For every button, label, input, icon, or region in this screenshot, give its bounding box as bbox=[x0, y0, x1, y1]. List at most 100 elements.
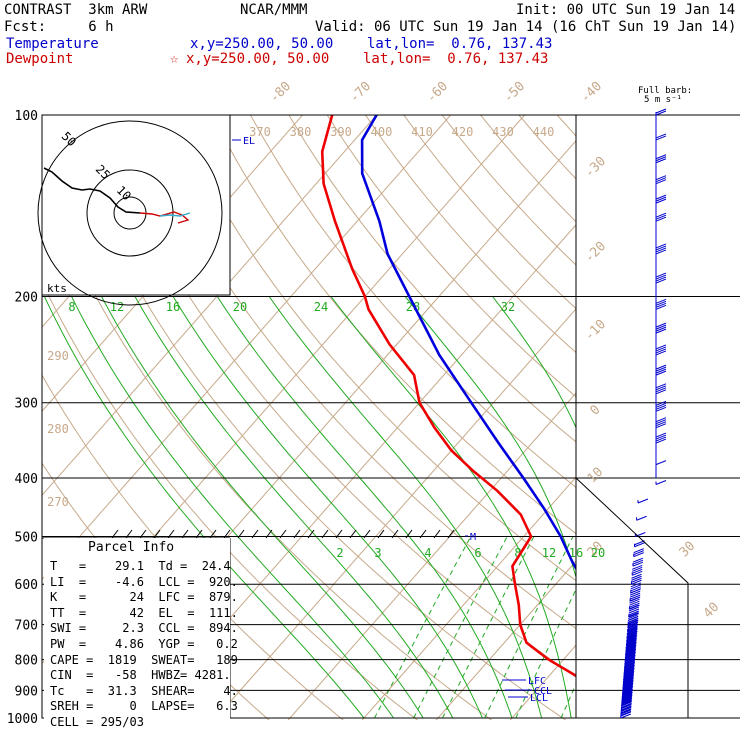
wind-barb-flag bbox=[629, 604, 640, 610]
wind-barb-flag bbox=[625, 656, 636, 662]
wind-barb-flag bbox=[655, 346, 667, 352]
wind-barb-flag bbox=[624, 668, 635, 674]
wind-barb-flag bbox=[655, 154, 667, 160]
wind-barb-flag bbox=[655, 368, 667, 374]
wind-barb-flag bbox=[655, 344, 667, 350]
wind-barb-flag bbox=[632, 570, 643, 576]
wind-barb-flag bbox=[632, 561, 644, 567]
wind-barb bbox=[634, 540, 645, 548]
wind-barb-flag bbox=[629, 602, 640, 608]
wind-barb-flag bbox=[655, 421, 667, 427]
wind-barb-flag bbox=[655, 196, 667, 202]
wind-barb-flag bbox=[622, 692, 633, 698]
wind-barb-flag bbox=[621, 696, 632, 702]
wind-barb-flag bbox=[627, 621, 639, 627]
parcel-info-row: TT = 42 EL = 111. bbox=[50, 605, 238, 620]
hatch-mark bbox=[293, 529, 301, 539]
wind-barb-flag bbox=[655, 404, 667, 410]
wind-barb-flag bbox=[637, 498, 649, 504]
isotherm-label: -10 bbox=[582, 317, 609, 344]
wind-barb-flag bbox=[624, 663, 635, 669]
wind-barb bbox=[620, 704, 632, 714]
level-marker-label: CCL bbox=[534, 686, 552, 697]
dry-adiabat-line bbox=[58, 115, 567, 720]
pressure-tick-label: 900 bbox=[15, 684, 38, 699]
wind-barb-flag bbox=[628, 610, 640, 616]
theta-label: 430 bbox=[492, 125, 514, 139]
isotherm-label: -30 bbox=[582, 154, 609, 181]
hodograph-trace-lower bbox=[139, 211, 190, 224]
dry-adiabat-line bbox=[596, 115, 740, 731]
wind-barb-flag bbox=[625, 655, 636, 661]
wind-barb bbox=[625, 640, 637, 654]
wind-barb-flag bbox=[655, 272, 667, 278]
wind-barb bbox=[631, 564, 643, 576]
wind-barb-flag bbox=[626, 632, 638, 638]
hatch-mark bbox=[391, 529, 399, 539]
wind-barb-flag bbox=[655, 389, 667, 395]
wind-barb-flag bbox=[626, 635, 637, 641]
wind-barb-flag bbox=[621, 703, 632, 709]
wind-barb-flag bbox=[622, 687, 633, 693]
parcel-info-rows: T = 29.1 Td = 24.4 LI = -4.6 LCL = 920. K … bbox=[50, 559, 238, 731]
moist-adiabat-label: 16 bbox=[166, 300, 180, 314]
parcel-info-row: Tc = 31.3 SHEAR= 4. bbox=[50, 683, 238, 698]
wind-barb-flag bbox=[624, 666, 635, 672]
parcel-info-row: SWI = 2.3 CCL = 894. bbox=[50, 621, 238, 636]
hatch-mark bbox=[321, 529, 329, 539]
wind-barb-flag bbox=[655, 417, 667, 423]
hatch-mark bbox=[181, 529, 189, 539]
isotherm-label: 30 bbox=[677, 539, 699, 561]
barb-legend-line2: 5 m s⁻¹ bbox=[644, 95, 682, 105]
barb-legend-line1: Full barb: bbox=[638, 86, 693, 96]
wind-barb-flag bbox=[624, 662, 635, 668]
wind-barb-flag bbox=[622, 694, 633, 700]
wind-barb-flag bbox=[628, 608, 640, 614]
hodograph-trace-boundary bbox=[159, 212, 191, 217]
wind-barb bbox=[655, 417, 667, 429]
hatch-mark bbox=[405, 529, 413, 539]
pressure-tick-label: 500 bbox=[15, 530, 38, 545]
wind-barb bbox=[626, 630, 638, 644]
wind-barb-flag bbox=[627, 627, 638, 633]
hatch-mark bbox=[279, 529, 287, 539]
wind-barb-flag bbox=[655, 245, 667, 251]
wind-barb-flag bbox=[625, 642, 637, 648]
wind-barb-flag bbox=[620, 708, 632, 714]
wind-barb-flag bbox=[626, 636, 638, 642]
wind-barb-flag bbox=[624, 670, 635, 676]
mixing-ratio-label: 4 bbox=[424, 546, 431, 560]
hatch-mark bbox=[363, 529, 371, 539]
wind-barb-flag bbox=[621, 694, 633, 700]
wind-barb bbox=[631, 573, 642, 585]
theta-label: 370 bbox=[249, 125, 271, 139]
wind-barb-flag bbox=[625, 640, 637, 646]
wind-barb-flag bbox=[625, 647, 636, 653]
wind-barb-flag bbox=[655, 370, 667, 376]
wind-barb-flag bbox=[655, 276, 667, 282]
isotherm-label: -40 bbox=[578, 79, 605, 106]
wind-barb-flag bbox=[655, 133, 667, 139]
wind-barb bbox=[655, 272, 667, 284]
wind-barb-flag bbox=[655, 179, 667, 185]
wind-barb bbox=[655, 243, 667, 255]
temperature-profile-line bbox=[360, 115, 576, 571]
wind-barb bbox=[626, 626, 638, 640]
temperature-label: Temperature bbox=[6, 36, 99, 52]
wind-barb-flag bbox=[655, 198, 667, 204]
isotherm-label: -50 bbox=[501, 79, 528, 106]
wind-barb-flag bbox=[625, 654, 636, 660]
parcel-info-row: SREH = 0 LAPSE= 6.3 bbox=[50, 699, 238, 714]
mixing-ratio-label: 2 bbox=[336, 546, 343, 560]
wind-barb-flag bbox=[623, 670, 635, 675]
wind-barb-flag bbox=[625, 651, 636, 657]
wind-barb-flag bbox=[629, 598, 640, 604]
wind-barb-flag bbox=[626, 626, 638, 632]
wind-barb-flag bbox=[624, 665, 635, 671]
wind-barb-flag bbox=[623, 672, 635, 677]
level-marker-label: LFC bbox=[528, 676, 546, 687]
dewpoint-label: Dewpoint bbox=[6, 51, 74, 67]
wind-barb-flag bbox=[622, 681, 634, 687]
wind-barb-flag bbox=[626, 634, 638, 640]
wind-barb-flag bbox=[623, 681, 634, 686]
